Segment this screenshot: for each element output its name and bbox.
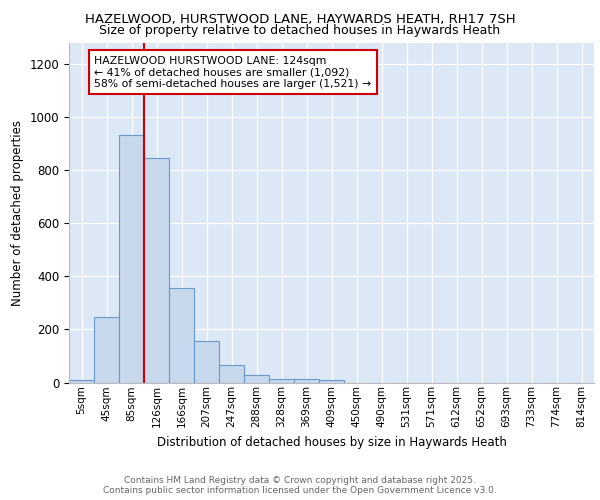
Text: Size of property relative to detached houses in Haywards Heath: Size of property relative to detached ho…: [100, 24, 500, 37]
Bar: [319, 380, 344, 382]
Bar: [169, 288, 194, 382]
Bar: [144, 158, 169, 382]
Bar: [294, 378, 319, 382]
Y-axis label: Number of detached properties: Number of detached properties: [11, 120, 24, 306]
Bar: [94, 318, 119, 382]
Bar: [194, 342, 219, 382]
X-axis label: Distribution of detached houses by size in Haywards Heath: Distribution of detached houses by size …: [157, 436, 506, 448]
Text: Contains HM Land Registry data © Crown copyright and database right 2025.
Contai: Contains HM Land Registry data © Crown c…: [103, 476, 497, 495]
Bar: [119, 136, 144, 382]
Bar: [219, 365, 244, 382]
Bar: [244, 374, 269, 382]
Text: HAZELWOOD HURSTWOOD LANE: 124sqm
← 41% of detached houses are smaller (1,092)
58: HAZELWOOD HURSTWOOD LANE: 124sqm ← 41% o…: [94, 56, 371, 89]
Bar: [69, 380, 94, 382]
Bar: [269, 378, 294, 382]
Text: HAZELWOOD, HURSTWOOD LANE, HAYWARDS HEATH, RH17 7SH: HAZELWOOD, HURSTWOOD LANE, HAYWARDS HEAT…: [85, 12, 515, 26]
